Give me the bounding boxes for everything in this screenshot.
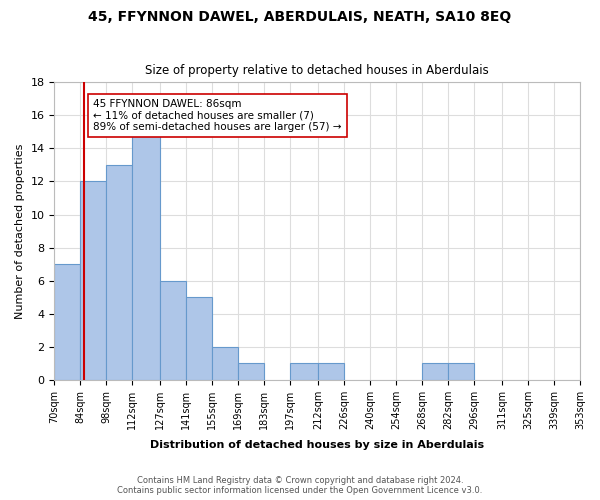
Text: 45, FFYNNON DAWEL, ABERDULAIS, NEATH, SA10 8EQ: 45, FFYNNON DAWEL, ABERDULAIS, NEATH, SA…: [88, 10, 512, 24]
Bar: [55, 264, 80, 380]
Bar: [318, 364, 344, 380]
Bar: [160, 280, 186, 380]
Bar: [80, 182, 106, 380]
Title: Size of property relative to detached houses in Aberdulais: Size of property relative to detached ho…: [145, 64, 489, 77]
Text: Contains HM Land Registry data © Crown copyright and database right 2024.
Contai: Contains HM Land Registry data © Crown c…: [118, 476, 482, 495]
Bar: [186, 297, 212, 380]
Bar: [238, 364, 264, 380]
Bar: [106, 165, 133, 380]
Bar: [133, 132, 160, 380]
X-axis label: Distribution of detached houses by size in Aberdulais: Distribution of detached houses by size …: [150, 440, 484, 450]
Bar: [448, 364, 474, 380]
Text: 45 FFYNNON DAWEL: 86sqm
← 11% of detached houses are smaller (7)
89% of semi-det: 45 FFYNNON DAWEL: 86sqm ← 11% of detache…: [94, 99, 342, 132]
Bar: [290, 364, 318, 380]
Bar: [212, 346, 238, 380]
Bar: [422, 364, 448, 380]
Y-axis label: Number of detached properties: Number of detached properties: [15, 144, 25, 319]
